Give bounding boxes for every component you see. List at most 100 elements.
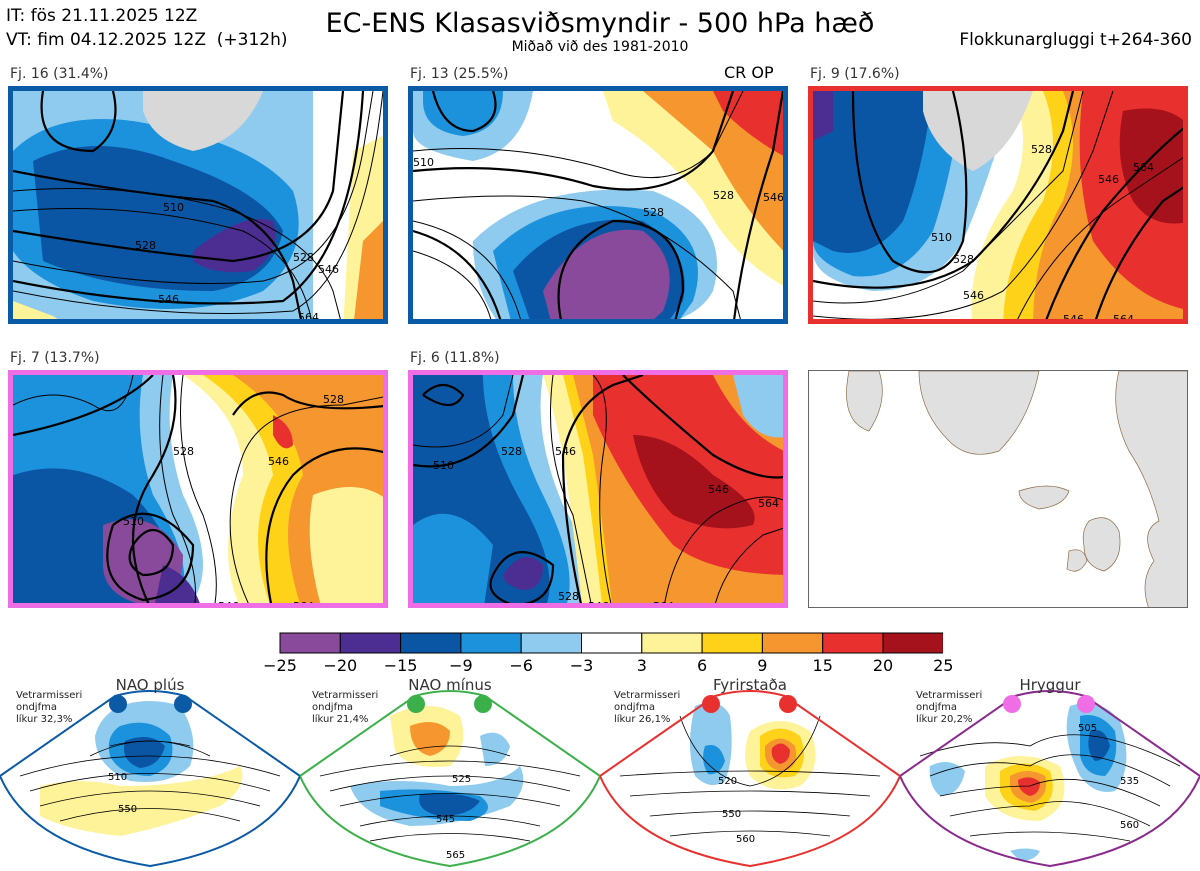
contour-label: 528 xyxy=(953,253,974,266)
contour-label: 564 xyxy=(293,600,314,608)
colorbar-swatch xyxy=(520,632,582,654)
regime-nao-minus: 525 545 565 xyxy=(300,690,600,868)
regime-note: Vetrarmisseri ondjfma líkur 21,4% xyxy=(312,690,379,725)
contour-label: 545 xyxy=(436,814,455,825)
anomaly-colorbar xyxy=(279,632,943,654)
contour-label: 550 xyxy=(722,809,741,820)
contour-label: 510 xyxy=(163,201,184,214)
contour-label: 528 xyxy=(135,239,156,252)
colorbar-tick-label: 6 xyxy=(697,656,708,675)
contour-label: 510 xyxy=(108,772,127,783)
page-subtitle: Miðað við des 1981-2010 xyxy=(511,39,689,55)
colorbar-tick-label: −25 xyxy=(263,656,297,675)
colorbar-tick-label: 3 xyxy=(636,656,647,675)
panel-4-label: Fj. 7 (13.7%) xyxy=(10,350,100,366)
regime-ridge: 505 535 560 xyxy=(900,690,1200,868)
contour-label: 564 xyxy=(758,497,779,510)
colorbar-swatch xyxy=(761,632,824,654)
cluster-map-panel-4: 528 528 546 510 546 564 xyxy=(8,370,388,608)
contour-label: 564 xyxy=(743,317,764,324)
contour-label: 528 xyxy=(713,189,734,202)
regime-title: NAO mínus xyxy=(408,676,492,694)
contour-label: 546 xyxy=(318,263,339,276)
cluster-map-panel-3: 528 546 564 510 528 546 546 564 xyxy=(808,86,1188,324)
regime-dot xyxy=(779,695,797,713)
regime-title: NAO plús xyxy=(115,676,185,694)
colorbar-swatch xyxy=(339,632,402,654)
control-operational-label: CR OP xyxy=(724,63,774,82)
colorbar-tick-label: 20 xyxy=(872,656,894,675)
colorbar-tick-label: 15 xyxy=(812,656,833,675)
panel-3-label: Fj. 9 (17.6%) xyxy=(810,66,900,82)
contour-label: 528 xyxy=(558,590,579,603)
regime-title: Fyrirstaða xyxy=(713,676,787,694)
contour-label: 510 xyxy=(413,156,434,169)
cluster-map-panel-5: 510 528 546 546 564 528 546 564 xyxy=(408,370,788,608)
regime-note: Vetrarmisseri ondjfma líkur 26,1% xyxy=(614,690,681,725)
contour-label: 546 xyxy=(688,317,709,324)
regime-blocking: 520 550 560 xyxy=(600,690,900,868)
regime-note: Vetrarmisseri ondjfma líkur 32,3% xyxy=(16,690,83,725)
init-time: IT: fös 21.11.2025 12Z xyxy=(6,6,198,26)
regime-dot xyxy=(1077,695,1095,713)
contour-label: 564 xyxy=(1133,161,1154,174)
contour-label: 546 xyxy=(588,600,609,608)
colorbar-tick-label: −15 xyxy=(383,656,418,675)
contour-label: 528 xyxy=(501,445,522,458)
regime-nao-plus: 510 550 xyxy=(0,690,300,868)
regime-dot xyxy=(702,695,720,713)
contour-label: 510 xyxy=(123,515,144,528)
contour-label: 564 xyxy=(1113,313,1134,324)
contour-label: 528 xyxy=(173,445,194,458)
colorbar-swatch xyxy=(279,632,341,654)
regime-dot xyxy=(474,695,492,713)
colorbar-swatch xyxy=(400,632,462,654)
colorbar-swatch xyxy=(701,632,763,654)
contour-label: 560 xyxy=(736,834,755,845)
contour-label: 564 xyxy=(298,311,319,324)
panel-1-label: Fj. 16 (31.4%) xyxy=(10,66,109,82)
base-map-panel xyxy=(808,370,1188,608)
colorbar-swatch xyxy=(822,632,884,654)
regime-note: Vetrarmisseri ondjfma líkur 20,2% xyxy=(916,690,983,725)
cluster-map-panel-1: 510 528 546 528 546 564 xyxy=(8,86,388,324)
colorbar-tick-label: −3 xyxy=(569,656,594,675)
contour-label: 546 xyxy=(1063,313,1084,324)
contour-label: 560 xyxy=(1120,820,1139,831)
regime-dot xyxy=(174,695,192,713)
contour-label: 546 xyxy=(1098,173,1119,186)
contour-label: 546 xyxy=(763,191,784,204)
contour-label: 510 xyxy=(433,459,454,472)
colorbar-swatch xyxy=(641,632,703,654)
contour-label: 546 xyxy=(158,293,179,306)
colorbar-swatch xyxy=(581,632,643,654)
contour-label: 546 xyxy=(963,289,984,302)
contour-label: 565 xyxy=(446,850,465,861)
classification-window: Flokkunargluggi t+264-360 xyxy=(959,30,1192,50)
contour-label: 528 xyxy=(323,393,344,406)
colorbar-tick-label: −6 xyxy=(509,656,533,675)
colorbar-swatch xyxy=(882,632,943,654)
panel-5-label: Fj. 6 (11.8%) xyxy=(410,350,500,366)
colorbar-swatch xyxy=(460,632,522,654)
contour-label: 528 xyxy=(293,251,314,264)
contour-label: 528 xyxy=(1031,143,1052,156)
contour-label: 520 xyxy=(718,776,737,787)
page-title: EC-ENS Klasasviðsmyndir - 500 hPa hæð xyxy=(325,8,875,39)
panel-2-label: Fj. 13 (25.5%) xyxy=(410,66,509,82)
contour-label: 546 xyxy=(218,600,239,608)
contour-label: 528 xyxy=(643,206,664,219)
regime-dot xyxy=(109,695,127,713)
contour-label: 505 xyxy=(1078,723,1097,734)
colorbar-tick-label: −9 xyxy=(449,656,473,675)
contour-label: 550 xyxy=(118,804,137,815)
contour-label: 535 xyxy=(1120,776,1139,787)
colorbar-tick-label: −20 xyxy=(323,656,358,675)
contour-label: 546 xyxy=(708,483,729,496)
colorbar-tick-label: 25 xyxy=(933,656,954,675)
cluster-map-panel-2: 528 510 528 546 528 546 564 xyxy=(408,86,788,324)
regime-dot xyxy=(407,695,425,713)
valid-time: VT: fim 04.12.2025 12Z (+312h) xyxy=(6,30,288,50)
regime-dot xyxy=(1003,695,1021,713)
contour-label: 546 xyxy=(268,455,289,468)
